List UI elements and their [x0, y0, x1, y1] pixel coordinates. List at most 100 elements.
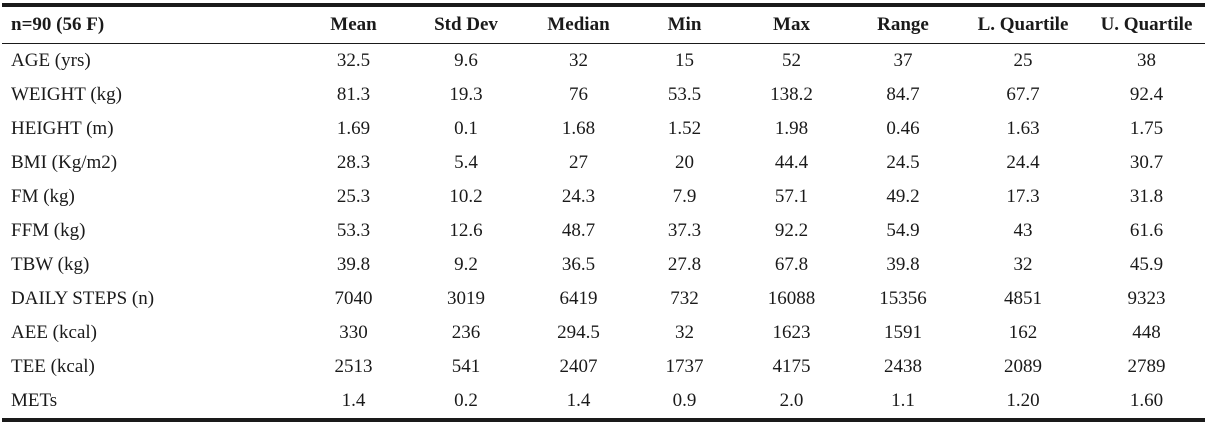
cell-mean: 330	[339, 322, 368, 343]
cell-lower-quartile: 43	[1013, 220, 1033, 241]
cell-row-label: AGE (yrs)	[11, 50, 91, 71]
cell-upper-quartile: 45.9	[1129, 254, 1164, 275]
cell-mean: 1.69	[336, 118, 371, 139]
cell-max: 44.4	[774, 152, 809, 173]
cell-lower-quartile: 4851	[1004, 288, 1042, 309]
cell-max: 4175	[772, 356, 811, 377]
cell-std-dev: 0.1	[454, 118, 478, 139]
cell-std-dev: 9.2	[454, 254, 478, 275]
cell-max: 16088	[767, 288, 816, 309]
cell-range: 24.5	[886, 152, 920, 173]
cell-median: 32	[569, 50, 588, 71]
statistics-table: n=90 (56 F) Mean Std Dev Median Min Max …	[2, 3, 1205, 422]
header-cell-std-dev: Std Dev	[409, 5, 523, 44]
cell-median: 2407	[559, 356, 598, 377]
cell-mean: 39.8	[336, 254, 371, 275]
table-row: WEIGHT (kg) 81.3 19.3 76 53.5 138.2 84.7 67.7 92…	[2, 78, 1205, 112]
cell-row-label: AEE (kcal)	[11, 322, 97, 343]
cell-range: 37	[893, 50, 913, 71]
cell-max: 1623	[772, 322, 811, 343]
header-cell-mean: Mean	[298, 5, 409, 44]
cell-min: 53.5	[667, 84, 702, 105]
cell-max: 2.0	[779, 390, 804, 411]
cell-lower-quartile: 162	[1008, 322, 1038, 343]
header-cell-max: Max	[735, 5, 848, 44]
cell-min: 732	[670, 288, 699, 309]
header-cell-median: Median	[523, 5, 634, 44]
cell-upper-quartile: 9323	[1127, 288, 1166, 309]
cell-max: 67.8	[774, 254, 809, 275]
cell-median: 27	[569, 152, 588, 173]
table-row: HEIGHT (m) 1.69 0.1 1.68 1.52 1.98 0.46 1.63 1.7…	[2, 112, 1205, 146]
cell-row-label: DAILY STEPS (n)	[11, 288, 155, 309]
cell-lower-quartile: 1.63	[1006, 118, 1040, 139]
header-cell-min: Min	[634, 5, 735, 44]
cell-mean: 32.5	[336, 50, 371, 71]
cell-range: 54.9	[886, 220, 920, 241]
cell-lower-quartile: 25	[1013, 50, 1033, 71]
cell-lower-quartile: 67.7	[1006, 84, 1040, 105]
table-body: AGE (yrs) 32.5 9.6 32 15 52 37 25 38 WEIGHT (kg) 8…	[2, 44, 1205, 421]
cell-range: 1.1	[891, 390, 915, 411]
cell-min: 15	[675, 50, 694, 71]
table-row: DAILY STEPS (n) 7040 3019 6419 732 16088 15356…	[2, 282, 1205, 316]
cell-std-dev: 541	[451, 356, 481, 377]
cell-upper-quartile: 30.7	[1129, 152, 1164, 173]
table-row: AEE (kcal) 330 236 294.5 32 1623 1591 162 448	[2, 316, 1205, 350]
cell-std-dev: 10.2	[449, 186, 483, 207]
cell-row-label: TEE (kcal)	[11, 356, 95, 377]
cell-max: 1.98	[774, 118, 809, 139]
table-row: TEE (kcal) 2513 541 2407 1737 4175 2438 2089 278…	[2, 350, 1205, 384]
cell-std-dev: 0.2	[454, 390, 478, 411]
cell-min: 1737	[665, 356, 704, 377]
table-row: FFM (kg) 53.3 12.6 48.7 37.3 92.2 54.9 43 61.6	[2, 214, 1205, 248]
cell-median: 24.3	[561, 186, 596, 207]
header-cell-sample: n=90 (56 F)	[2, 5, 298, 44]
cell-lower-quartile: 17.3	[1006, 186, 1040, 207]
cell-median: 48.7	[561, 220, 596, 241]
cell-max: 138.2	[770, 84, 813, 105]
cell-row-label: WEIGHT (kg)	[11, 84, 122, 105]
header-cell-upper-quartile: U. Quartile	[1088, 5, 1205, 44]
cell-upper-quartile: 448	[1132, 322, 1161, 343]
cell-row-label: TBW (kg)	[11, 254, 90, 275]
cell-median: 294.5	[557, 322, 600, 343]
cell-median: 6419	[559, 288, 598, 309]
cell-upper-quartile: 2789	[1127, 356, 1166, 377]
cell-median: 36.5	[561, 254, 596, 275]
cell-median: 1.68	[561, 118, 596, 139]
cell-std-dev: 236	[451, 322, 481, 343]
cell-min: 20	[675, 152, 694, 173]
cell-std-dev: 5.4	[454, 152, 478, 173]
cell-max: 92.2	[774, 220, 809, 241]
cell-range: 1591	[884, 322, 922, 343]
cell-mean: 28.3	[336, 152, 371, 173]
cell-lower-quartile: 1.20	[1006, 390, 1040, 411]
cell-upper-quartile: 31.8	[1129, 186, 1164, 207]
cell-mean: 1.4	[341, 390, 366, 411]
cell-row-label: BMI (Kg/m2)	[11, 152, 118, 173]
cell-mean: 7040	[334, 288, 373, 309]
cell-range: 49.2	[886, 186, 920, 207]
table-row: BMI (Kg/m2) 28.3 5.4 27 20 44.4 24.5 24.4 30.7	[2, 146, 1205, 180]
cell-range: 39.8	[886, 254, 920, 275]
cell-std-dev: 12.6	[449, 220, 483, 241]
table-row: AGE (yrs) 32.5 9.6 32 15 52 37 25 38	[2, 44, 1205, 79]
cell-min: 1.52	[667, 118, 702, 139]
cell-median: 76	[569, 84, 588, 105]
table-row: FM (kg) 25.3 10.2 24.3 7.9 57.1 49.2 17.3 31.8	[2, 180, 1205, 214]
cell-upper-quartile: 1.60	[1129, 390, 1164, 411]
cell-std-dev: 19.3	[449, 84, 483, 105]
cell-mean: 2513	[334, 356, 373, 377]
table-row: METs 1.4 0.2 1.4 0.9 2.0 1.1 1.20 1.60	[2, 384, 1205, 420]
cell-row-label: FFM (kg)	[11, 220, 86, 241]
cell-mean: 81.3	[336, 84, 371, 105]
cell-row-label: FM (kg)	[11, 186, 75, 207]
cell-min: 27.8	[667, 254, 702, 275]
cell-upper-quartile: 61.6	[1129, 220, 1164, 241]
cell-mean: 53.3	[336, 220, 371, 241]
cell-range: 2438	[884, 356, 922, 377]
cell-min: 32	[675, 322, 694, 343]
cell-mean: 25.3	[336, 186, 371, 207]
cell-min: 0.9	[672, 390, 697, 411]
